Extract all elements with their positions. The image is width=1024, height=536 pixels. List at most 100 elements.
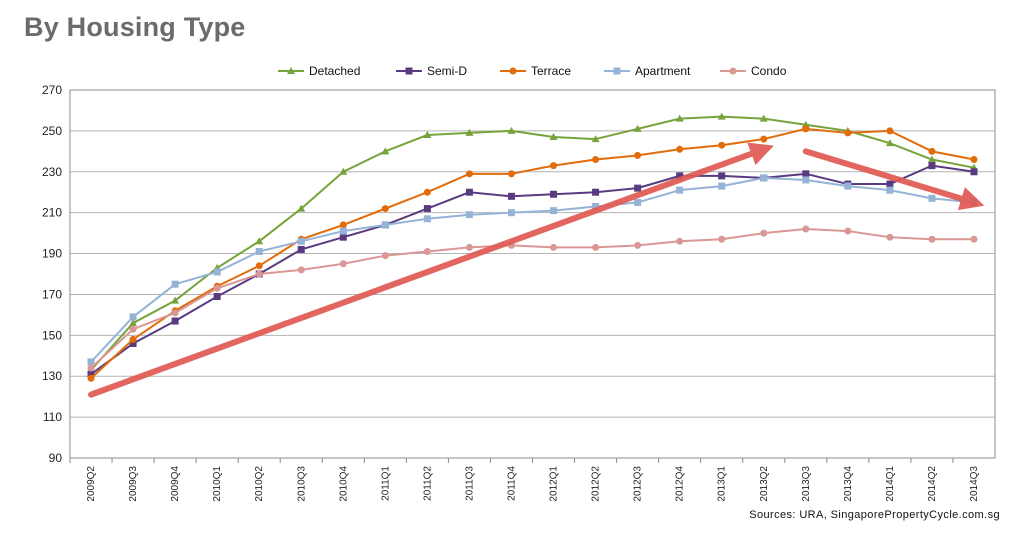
data-point-detached (885, 139, 894, 147)
data-point-condo (297, 266, 305, 274)
legend-label: Semi-D (427, 64, 467, 78)
data-point-terrace (550, 162, 558, 170)
data-point-condo (970, 235, 978, 243)
data-point-apartment (802, 176, 810, 184)
data-point-condo (634, 241, 642, 249)
series-line-detached (90, 115, 975, 371)
x-tick-label: 2014Q3 (969, 466, 980, 502)
x-tick-label: 2014Q2 (927, 466, 938, 502)
data-point-terrace (381, 205, 389, 213)
x-tick-label: 2009Q2 (86, 466, 97, 502)
x-tick-label: 2011Q3 (464, 466, 475, 501)
y-tick-label: 270 (42, 83, 62, 97)
data-point-detached (171, 296, 180, 304)
data-point-condo (886, 233, 894, 241)
annotation-arrows (88, 142, 985, 398)
data-point-apartment (423, 215, 431, 223)
data-point-detached (633, 124, 642, 132)
data-point-detached (549, 133, 558, 141)
y-tick-label: 90 (49, 451, 63, 465)
data-point-terrace (255, 262, 263, 270)
y-tick-label: 190 (42, 247, 62, 261)
data-point-detached (675, 114, 684, 122)
data-point-apartment (676, 186, 684, 194)
y-tick-label: 110 (43, 410, 62, 424)
data-point-apartment (339, 227, 347, 235)
data-point-detached (591, 135, 600, 143)
data-point-condo (928, 235, 936, 243)
data-point-condo (760, 229, 768, 237)
data-point-terrace (676, 145, 684, 153)
data-point-condo (87, 364, 95, 372)
legend-swatch-marker (405, 67, 413, 75)
y-tick-label: 170 (42, 287, 62, 301)
data-point-semi-d (928, 162, 936, 170)
data-point-terrace (928, 147, 936, 155)
data-point-condo (255, 270, 263, 278)
data-point-terrace (423, 188, 431, 196)
data-point-apartment (718, 182, 726, 190)
data-point-apartment (129, 313, 137, 321)
legend-swatch-marker (509, 67, 517, 75)
x-tick-label: 2009Q3 (128, 466, 139, 502)
y-tick-label: 250 (42, 124, 62, 138)
y-tick-label: 150 (42, 328, 62, 342)
data-point-condo (423, 248, 431, 256)
series-line-semi-d (90, 164, 975, 375)
data-point-condo (465, 243, 473, 251)
series-line-condo (90, 228, 974, 369)
x-tick-label: 2010Q2 (254, 466, 265, 502)
data-point-detached (717, 112, 726, 120)
data-point-terrace (129, 335, 137, 343)
legend: Detached Semi-D Terrace Apartment Condo (278, 64, 787, 78)
x-tick-label: 2013Q3 (801, 466, 812, 502)
data-point-terrace (970, 156, 978, 164)
data-point-terrace (465, 170, 473, 178)
downtrend-arrow (802, 148, 985, 211)
data-point-semi-d (718, 172, 726, 180)
data-point-condo (339, 260, 347, 268)
data-point-apartment (928, 194, 936, 202)
x-tick-label: 2011Q1 (380, 466, 391, 501)
x-tick-label: 2010Q4 (338, 466, 349, 502)
data-point-condo (592, 243, 600, 251)
data-point-semi-d (213, 292, 221, 300)
series-group (87, 112, 978, 382)
data-point-detached (129, 319, 138, 327)
x-tick-label: 2013Q2 (759, 466, 770, 502)
data-point-condo (844, 227, 852, 235)
y-tick-label: 230 (42, 165, 62, 179)
x-tick-label: 2012Q1 (549, 466, 560, 502)
data-point-terrace (844, 129, 852, 137)
data-point-apartment (297, 237, 305, 245)
x-tick-label: 2012Q2 (591, 466, 602, 502)
data-point-semi-d (465, 188, 473, 196)
legend-swatch-marker (287, 67, 295, 74)
data-point-condo (550, 243, 558, 251)
data-point-apartment (592, 203, 600, 211)
legend-item-condo: Condo (720, 64, 787, 78)
series-detached (87, 112, 978, 374)
data-point-detached (297, 204, 306, 212)
legend-item-terrace: Terrace (500, 64, 571, 78)
uptrend-arrow (88, 142, 774, 398)
axes: 90 110 130 150 170 190 210 230 250 270 2009Q2 2009Q… (42, 83, 996, 502)
data-point-terrace (507, 170, 515, 178)
legend-item-semi-d: Semi-D (396, 64, 467, 78)
data-point-terrace (886, 127, 894, 135)
data-point-terrace (802, 125, 810, 133)
data-point-apartment (213, 268, 221, 276)
data-point-semi-d (297, 245, 305, 253)
data-point-semi-d (886, 180, 894, 188)
x-tick-label: 2014Q1 (885, 466, 896, 502)
data-point-semi-d (970, 168, 978, 176)
data-point-apartment (171, 280, 179, 288)
page-title: By Housing Type (24, 12, 246, 42)
legend-item-apartment: Apartment (604, 64, 691, 78)
data-point-apartment (634, 198, 642, 206)
data-point-apartment (550, 207, 558, 215)
data-point-condo (676, 237, 684, 245)
series-line-apartment (90, 176, 975, 363)
data-point-semi-d (550, 190, 558, 198)
